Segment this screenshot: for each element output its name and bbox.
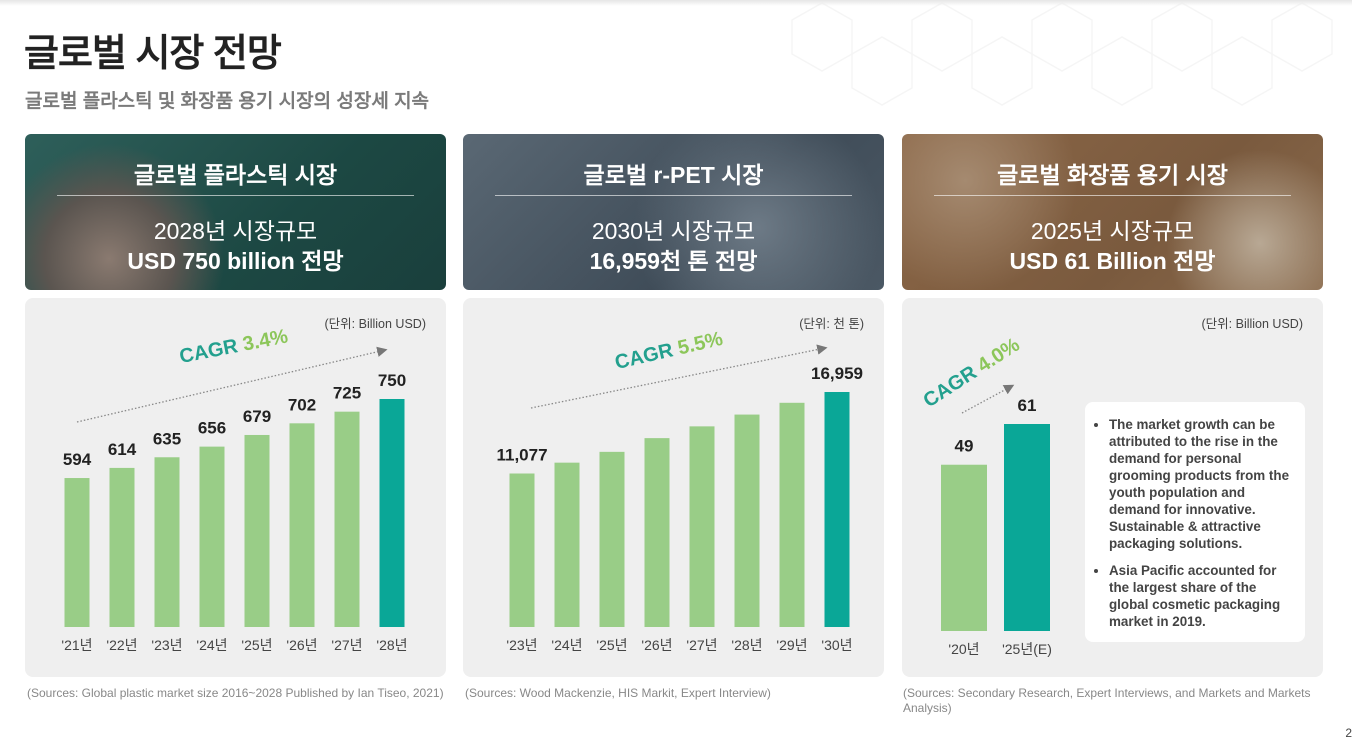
page-subtitle: 글로벌 플라스틱 및 화장품 용기 시장의 성장세 지속 bbox=[25, 91, 430, 112]
data-label: 702 bbox=[288, 395, 316, 414]
data-label: 614 bbox=[108, 440, 137, 459]
bar-'23년 bbox=[154, 457, 180, 627]
bar-'24년 bbox=[554, 462, 580, 627]
bar-'26년 bbox=[289, 423, 315, 627]
header-line2: 16,959천 톤 전망 bbox=[589, 248, 758, 274]
note-item: Asia Pacific accounted for the largest s… bbox=[1109, 562, 1293, 630]
cagr-trend-arrow bbox=[961, 384, 1015, 414]
bar-'25년 bbox=[244, 434, 270, 627]
unit-label: (단위: 천 톤) bbox=[799, 317, 864, 331]
category-label: '26년 bbox=[286, 637, 317, 653]
cagr-trend-arrow bbox=[76, 346, 388, 423]
category-label: '30년 bbox=[821, 637, 852, 653]
header-line1: 2025년 시장규모 bbox=[1030, 218, 1195, 244]
category-label: '21년 bbox=[61, 637, 92, 653]
header-line2: USD 61 Billion 전망 bbox=[1009, 248, 1216, 274]
plastic-market-header-card: 글로벌 플라스틱 시장 2028년 시장규모 USD 750 billion 전… bbox=[25, 134, 446, 290]
header-title: 글로벌 화장품 용기 시장 bbox=[997, 162, 1228, 188]
category-label: '25년 bbox=[596, 637, 627, 653]
bar-'29년 bbox=[779, 402, 805, 627]
top-shadow bbox=[0, 0, 1352, 6]
category-label: '25년 bbox=[241, 637, 272, 653]
cosmetic-container-bar-chart: 49 '20년 61 '25년(E) bbox=[941, 384, 1052, 657]
note-item: The market growth can be attributed to t… bbox=[1109, 416, 1293, 552]
category-label: '20년 bbox=[948, 641, 979, 657]
cagr-trend-arrow bbox=[530, 344, 828, 409]
divider bbox=[934, 195, 1291, 196]
category-label: '22년 bbox=[106, 637, 137, 653]
header-title: 글로벌 r-PET 시장 bbox=[583, 162, 764, 188]
category-label: '26년 bbox=[641, 637, 672, 653]
data-label: 679 bbox=[243, 407, 271, 426]
cosmetic-container-market-header-card: 글로벌 화장품 용기 시장 2025년 시장규모 USD 61 Billion … bbox=[902, 134, 1323, 290]
header-line2: USD 750 billion 전망 bbox=[127, 248, 344, 274]
category-label: '27년 bbox=[686, 637, 717, 653]
bar-'23년 bbox=[509, 473, 535, 627]
category-label: '28년 bbox=[731, 637, 762, 653]
header-line1: 2030년 시장규모 bbox=[591, 218, 756, 244]
bar-'20년 bbox=[941, 464, 987, 631]
category-label: '23년 bbox=[151, 637, 182, 653]
rpet-market-bar-chart: 11,077 '23년 '24년 '25년 '26년 '27년 '28년 '29년 16,959… bbox=[496, 344, 863, 653]
bar-'30년 bbox=[824, 392, 850, 627]
bar-'27년 bbox=[689, 426, 715, 627]
bar-'26년 bbox=[644, 438, 670, 627]
data-label: 594 bbox=[63, 450, 92, 469]
source-note: (Sources: Wood Mackenzie, HIS Markit, Ex… bbox=[465, 686, 771, 700]
bar-'25년 bbox=[599, 451, 625, 627]
page-title: 글로벌 시장 전망 bbox=[24, 33, 282, 75]
header-title: 글로벌 플라스틱 시장 bbox=[133, 162, 338, 188]
cosmetic-container-chart-panel: (단위: Billion USD) 49'20년 61'25년(E) CAGR 4… bbox=[902, 298, 1323, 677]
bar-'22년 bbox=[109, 467, 135, 627]
data-label: 61 bbox=[1018, 396, 1037, 415]
unit-label: (단위: Billion USD) bbox=[324, 317, 427, 331]
category-label: '28년 bbox=[376, 637, 407, 653]
data-label: 635 bbox=[153, 429, 181, 448]
category-label: '29년 bbox=[776, 637, 807, 653]
bar-'25년(E) bbox=[1004, 424, 1050, 631]
category-label: '24년 bbox=[196, 637, 227, 653]
data-label: 725 bbox=[333, 384, 361, 403]
rpet-market-chart-panel: (단위: 천 톤) 11,077 '23년 '24년 '25년 '26년 '27년 '28년… bbox=[463, 298, 884, 677]
data-label: 49 bbox=[955, 437, 974, 456]
bar-'27년 bbox=[334, 411, 360, 627]
market-notes-box: The market growth can be attributed to t… bbox=[1085, 402, 1305, 642]
bar-'21년 bbox=[64, 478, 90, 627]
rpet-market-header-card: 글로벌 r-PET 시장 2030년 시장규모 16,959천 톤 전망 bbox=[463, 134, 884, 290]
header-line1: 2028년 시장규모 bbox=[153, 218, 318, 244]
bar-'24년 bbox=[199, 446, 225, 627]
unit-label: (단위: Billion USD) bbox=[1201, 317, 1304, 331]
data-label: 16,959 bbox=[811, 364, 863, 383]
data-label: 750 bbox=[378, 371, 406, 390]
divider bbox=[495, 195, 852, 196]
plastic-market-chart-panel: (단위: Billion USD) 594 '21년 614 '22년 635 '23년 6… bbox=[25, 298, 446, 677]
source-note: (Sources: Secondary Research, Expert Int… bbox=[903, 686, 1311, 715]
page-number: 2 bbox=[1345, 726, 1352, 740]
category-label: '23년 bbox=[506, 637, 537, 653]
plastic-market-bar-chart: 594 '21년 614 '22년 635 '23년 656 '24년 679 '25년 702 '2… bbox=[61, 346, 408, 653]
data-label: 11,077 bbox=[496, 446, 547, 465]
bar-'28년 bbox=[734, 414, 760, 627]
category-label: '27년 bbox=[331, 637, 362, 653]
hexagon-pattern-decoration bbox=[791, 2, 1333, 106]
bar-'28년 bbox=[379, 399, 405, 627]
category-label: '24년 bbox=[551, 637, 582, 653]
data-label: 656 bbox=[198, 419, 226, 438]
divider bbox=[57, 195, 414, 196]
category-label: '25년(E) bbox=[1002, 641, 1052, 657]
source-note: (Sources: Global plastic market size 201… bbox=[27, 686, 444, 700]
